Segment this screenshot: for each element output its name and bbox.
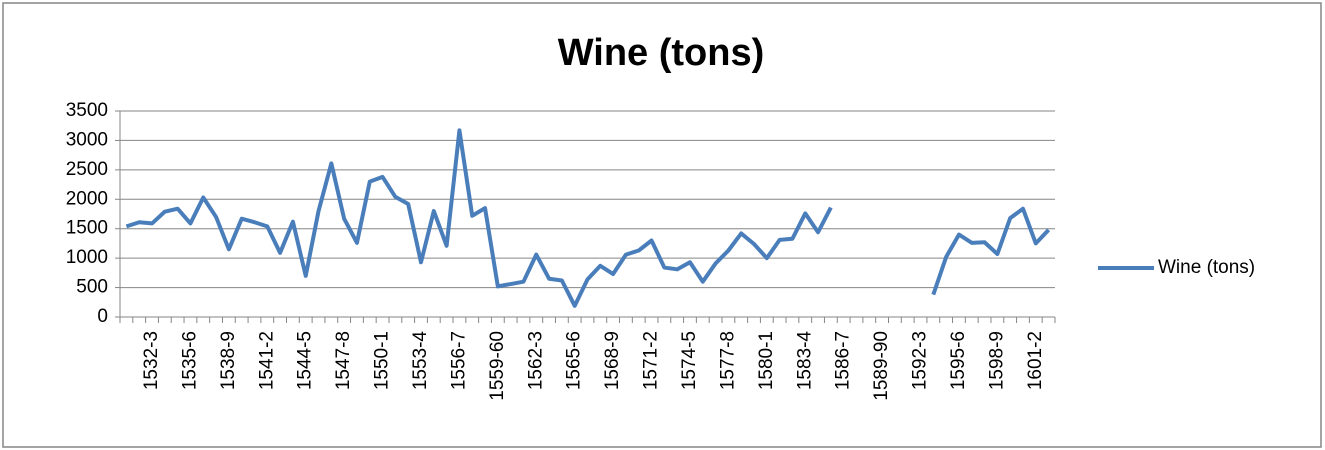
x-tick-label: 1592-3 <box>910 331 931 390</box>
x-tick-label: 1595-6 <box>948 331 969 390</box>
y-tick-label: 3500 <box>66 100 108 121</box>
x-tick-label: 1598-9 <box>986 331 1007 390</box>
x-tick-label: 1544-5 <box>295 331 316 390</box>
x-tick-label: 1541-2 <box>256 331 277 390</box>
line-series <box>125 128 1051 308</box>
x-tick-label: 1553-4 <box>410 331 431 391</box>
y-tick-label: 1000 <box>66 247 108 268</box>
x-tick-label: 1538-9 <box>218 331 239 390</box>
y-tick-label: 2500 <box>66 159 108 180</box>
x-tick-label: 1571-2 <box>641 331 662 390</box>
x-tick-label: 1577-8 <box>717 331 738 390</box>
x-tick-label: 1550-1 <box>372 331 393 390</box>
x-tick-label: 1547-8 <box>333 331 354 390</box>
y-tick-label: 2000 <box>66 188 108 209</box>
y-tick-label: 0 <box>97 306 108 327</box>
chart-title: Wine (tons) <box>558 32 765 74</box>
x-tick-label: 1535-6 <box>179 331 200 390</box>
x-tick-label: 1583-4 <box>794 331 815 391</box>
x-tick-label: 1580-1 <box>756 331 777 390</box>
x-tick-label: 1601-2 <box>1025 331 1046 390</box>
x-tick-label: 1556-7 <box>448 331 469 390</box>
x-tick-label: 1574-5 <box>679 331 700 390</box>
legend-label: Wine (tons) <box>1158 257 1255 278</box>
x-tick-label: 1559-60 <box>487 331 508 401</box>
y-tick-label: 1500 <box>66 218 108 239</box>
x-tick-label: 1565-6 <box>564 331 585 390</box>
y-tick-label: 500 <box>76 277 108 298</box>
x-tick-label: 1568-9 <box>602 331 623 390</box>
x-tick-label: 1532-3 <box>141 331 162 390</box>
x-tick-label: 1589-90 <box>871 331 892 401</box>
x-tick-label: 1562-3 <box>525 331 546 390</box>
x-tick-label: 1586-7 <box>833 331 854 390</box>
y-tick-label: 3000 <box>66 129 108 150</box>
